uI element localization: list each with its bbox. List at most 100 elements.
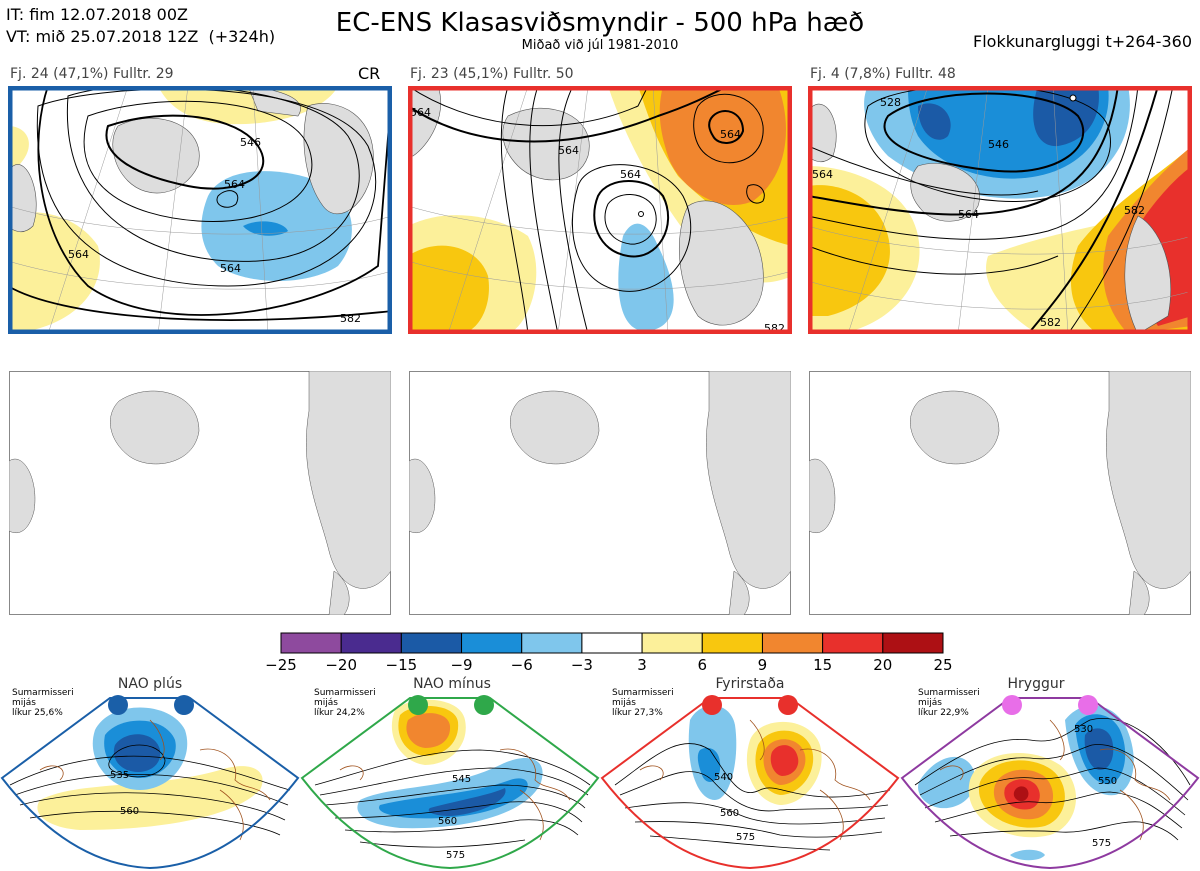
cluster-1-contour-564c: 564 <box>68 248 89 261</box>
regime-2-mean: mijás <box>314 698 338 708</box>
cluster-2-map: 564 564 564 564 582 <box>408 86 792 334</box>
colorbar-cell <box>340 632 402 654</box>
colorbar-tick-label: −20 <box>325 656 357 674</box>
regime-4-contour-530: 530 <box>1074 724 1093 735</box>
page-subtitle: Miðað við júl 1981-2010 <box>521 38 679 53</box>
regime-4-dot-right <box>1078 695 1098 715</box>
cluster-1-contour-582: 582 <box>340 312 361 325</box>
cluster-2-border <box>408 86 792 334</box>
regime-4-title: Hryggur <box>1007 676 1065 692</box>
regime-3-title: Fyrirstaða <box>715 676 785 692</box>
cluster-1-contour-564b: 564 <box>220 262 241 275</box>
page-title: EC-ENS Klasasviðsmyndir - 500 hPa hæð <box>335 8 865 38</box>
cluster-3-contour-564a: 564 <box>958 208 979 221</box>
regime-1-contour-535: 535 <box>110 770 129 781</box>
regime-1-info: Sumarmisseri mijás líkur 25,6% <box>12 688 74 718</box>
cluster-3-contour-582a: 582 <box>1124 204 1145 217</box>
regime-4-mean: mijás <box>918 698 942 708</box>
colorbar-cell <box>521 632 583 654</box>
cluster-2-label: Fj. 23 (45,1%) Fulltr. 50 <box>410 66 574 82</box>
cluster-2-contour-564b: 564 <box>620 168 641 181</box>
regime-2-dot-left <box>408 695 428 715</box>
cluster-3-contour-564b: 564 <box>812 168 833 181</box>
empty-map-2 <box>409 371 791 615</box>
regime-2-border <box>300 697 600 870</box>
colorbar-tick-label: −9 <box>450 656 473 674</box>
regime-3-map: 540 560 575 <box>600 697 900 870</box>
colorbar-cell <box>400 632 463 654</box>
colorbar-tick-label: −25 <box>265 656 297 674</box>
regime-4-likelihood: líkur 22,9% <box>918 708 969 718</box>
cluster-3-contour-528: 528 <box>880 96 901 109</box>
regime-3-likelihood: líkur 27,3% <box>612 708 663 718</box>
colorbar-cell <box>280 632 342 654</box>
regime-1-dots <box>108 695 194 715</box>
regime-2-title: NAO mínus <box>413 676 491 692</box>
colorbar-cell <box>761 632 824 654</box>
regime-1-contour-560: 560 <box>120 806 139 817</box>
regime-1-dot-left <box>108 695 128 715</box>
regime-3-border <box>600 697 900 870</box>
colorbar-tick-label: 3 <box>637 656 647 674</box>
cluster-3-border <box>808 86 1192 334</box>
regime-2-season: Sumarmisseri <box>314 688 376 698</box>
colorbar-cell <box>641 632 703 654</box>
colorbar-tick-label: 25 <box>933 656 953 674</box>
regime-4-map: 530 550 575 <box>900 697 1200 870</box>
colorbar-tick-label: 15 <box>813 656 833 674</box>
regime-2-contour-575: 575 <box>446 850 465 861</box>
regime-4-season: Sumarmisseri <box>918 688 980 698</box>
regime-3-season: Sumarmisseri <box>612 688 674 698</box>
cluster-3-contour-582b: 582 <box>1040 316 1061 329</box>
colorbar-cell <box>461 632 523 654</box>
init-time: IT: fim 12.07.2018 00Z <box>6 5 188 24</box>
regime-4-dots <box>1002 695 1098 715</box>
regime-1-dot-right <box>174 695 194 715</box>
regime-3-contour-560: 560 <box>720 808 739 819</box>
cluster-1-label: Fj. 24 (47,1%) Fulltr. 29 <box>10 66 174 82</box>
cluster-3-label: Fj. 4 (7,8%) Fulltr. 48 <box>810 66 956 82</box>
regime-2-info: Sumarmisseri mijás líkur 24,2% <box>314 688 376 718</box>
regime-1-title: NAO plús <box>117 676 183 692</box>
regime-3-info: Sumarmisseri mijás líkur 27,3% <box>612 688 674 718</box>
cluster-1-tag: CR <box>358 64 381 83</box>
regime-3-contour-575: 575 <box>736 832 755 843</box>
cluster-1-map: 546 564 564 564 582 <box>8 86 392 334</box>
empty-map-1 <box>9 371 391 615</box>
classification-window: Flokkunargluggi t+264-360 <box>973 32 1192 51</box>
cluster-3-map: 528 546 564 564 582 582 <box>808 86 1192 334</box>
regime-3-contour-540: 540 <box>714 772 733 783</box>
colorbar-cells <box>280 632 944 654</box>
colorbar-tick-label: −15 <box>385 656 418 674</box>
regime-1-border <box>0 697 300 870</box>
regime-2-dot-right <box>474 695 494 715</box>
regime-4-info: Sumarmisseri mijás líkur 22,9% <box>918 688 980 718</box>
colorbar-tick-label: −6 <box>510 656 533 674</box>
regime-4-border <box>900 697 1200 870</box>
colorbar-cell <box>701 632 763 654</box>
cluster-2-contour-564c: 564 <box>720 128 741 141</box>
cluster-1-border <box>8 86 392 334</box>
regime-4-dot-left <box>1002 695 1022 715</box>
regime-3-dot-left <box>702 695 722 715</box>
colorbar <box>280 632 944 654</box>
colorbar-cell <box>882 632 944 654</box>
colorbar-cell <box>581 632 643 654</box>
colorbar-cell <box>822 632 884 654</box>
cluster-1-contour-564a: 564 <box>224 178 245 191</box>
regime-2-map: 545 560 575 <box>300 697 600 870</box>
cluster-1-contour-546: 546 <box>240 136 261 149</box>
regime-2-dots <box>408 695 494 715</box>
regime-2-contour-560: 560 <box>438 816 457 827</box>
cluster-3-contour-546: 546 <box>988 138 1009 151</box>
colorbar-tick-label: −3 <box>570 656 593 674</box>
regime-3-mean: mijás <box>612 698 636 708</box>
cluster-2-contour-564a: 564 <box>558 144 579 157</box>
regime-1-season: Sumarmisseri <box>12 688 74 698</box>
cluster-2-contour-564d: 564 <box>410 106 431 119</box>
regime-1-map: 535 560 <box>0 697 300 870</box>
regime-1-mean: mijás <box>12 698 36 708</box>
regime-4-contour-550: 550 <box>1098 776 1117 787</box>
regime-4-contour-575: 575 <box>1092 838 1111 849</box>
empty-map-3 <box>809 371 1191 615</box>
